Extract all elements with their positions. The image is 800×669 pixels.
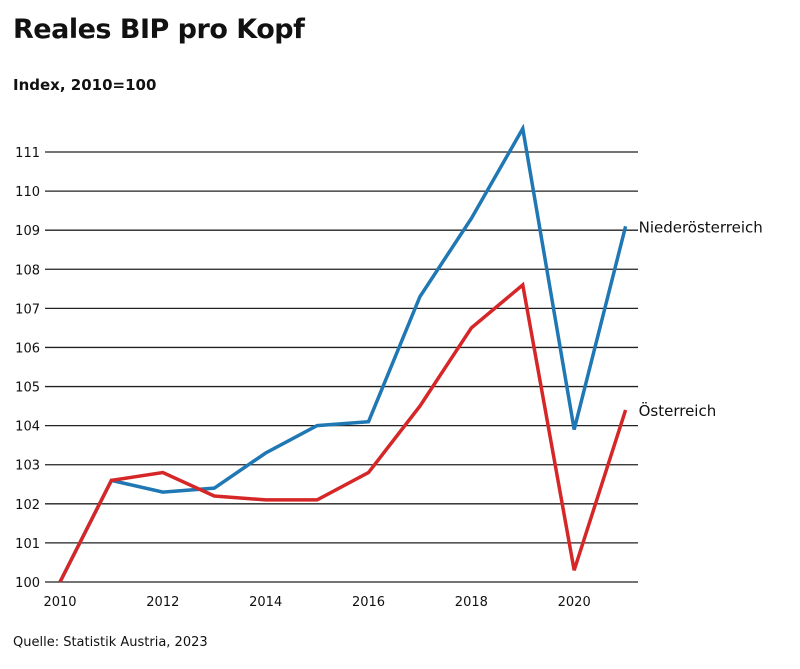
x-tick-label: 2014 [249, 595, 282, 610]
y-tick-label: 110 [15, 185, 40, 200]
x-tick-label: 2020 [558, 595, 591, 610]
y-tick-label: 104 [15, 420, 40, 435]
y-tick-label: 105 [15, 381, 40, 396]
y-tick-label: 107 [15, 302, 40, 317]
y-tick-label: 111 [15, 146, 40, 161]
series-line-oesterreich [58, 281, 628, 583]
y-tick-label: 108 [15, 263, 40, 278]
x-tick-label: 2012 [146, 595, 179, 610]
series-label: Niederösterreich [639, 218, 763, 236]
x-tick-label: 2016 [352, 595, 385, 610]
x-tick-label: 2010 [43, 595, 76, 610]
y-tick-label: 102 [15, 498, 40, 513]
y-tick-label: 109 [15, 224, 40, 239]
chart-subtitle: Index, 2010=100 [13, 76, 157, 94]
y-tick-label: 100 [15, 576, 40, 591]
series-label: Österreich [639, 401, 717, 420]
source-note: Quelle: Statistik Austria, 2023 [13, 635, 208, 650]
chart-title: Reales BIP pro Kopf [13, 14, 305, 45]
x-tick-label: 2018 [455, 595, 488, 610]
series-line-niederoesterreich [58, 123, 628, 583]
y-tick-label: 103 [15, 459, 40, 474]
y-tick-label: 106 [15, 341, 40, 356]
y-tick-label: 101 [15, 537, 40, 552]
